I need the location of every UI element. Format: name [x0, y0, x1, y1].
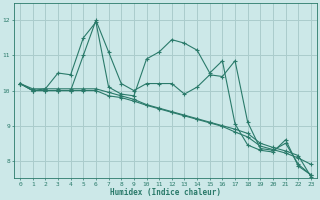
- X-axis label: Humidex (Indice chaleur): Humidex (Indice chaleur): [110, 188, 221, 197]
